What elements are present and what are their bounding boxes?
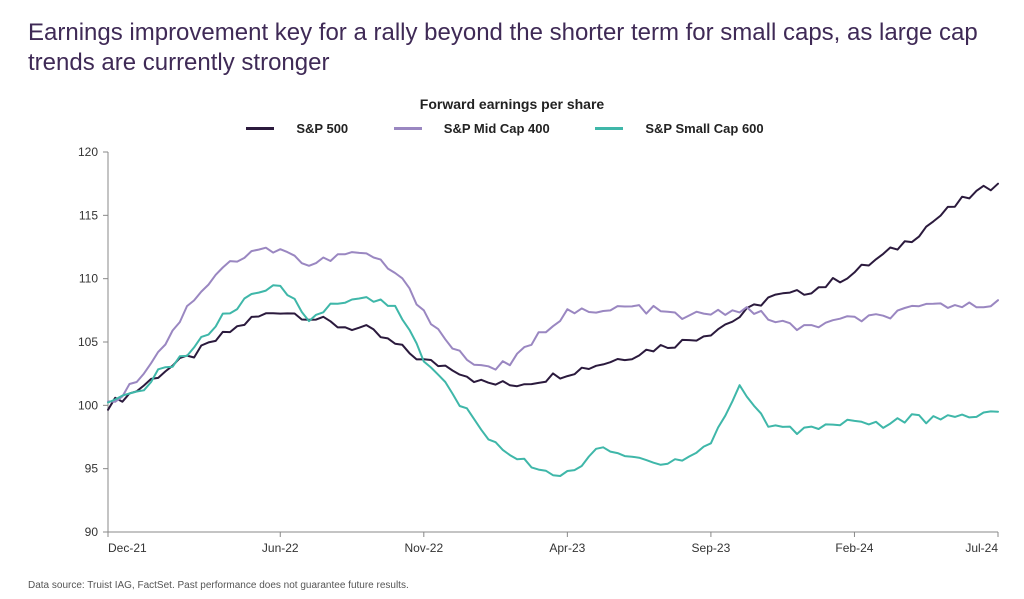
svg-text:Jul-24: Jul-24 bbox=[965, 541, 998, 555]
svg-text:Sep-23: Sep-23 bbox=[692, 541, 731, 555]
svg-text:Feb-24: Feb-24 bbox=[835, 541, 873, 555]
chart-area: 90 95 100 105 110 115 120 Dec-21 Jun-22 Nov-22 Apr… bbox=[68, 142, 1008, 562]
page-title: Earnings improvement key for a rally bey… bbox=[28, 18, 996, 78]
legend-label: S&P Small Cap 600 bbox=[645, 121, 763, 136]
svg-text:95: 95 bbox=[85, 462, 99, 476]
chart-legend: S&P 500 S&P Mid Cap 400 S&P Small Cap 60… bbox=[28, 118, 996, 136]
svg-text:Nov-22: Nov-22 bbox=[404, 541, 443, 555]
legend-swatch bbox=[246, 127, 274, 130]
svg-text:90: 90 bbox=[85, 525, 99, 539]
svg-text:105: 105 bbox=[78, 335, 98, 349]
svg-text:100: 100 bbox=[78, 398, 98, 412]
svg-text:Apr-23: Apr-23 bbox=[549, 541, 585, 555]
line-chart: 90 95 100 105 110 115 120 Dec-21 Jun-22 Nov-22 Apr… bbox=[68, 142, 1008, 562]
legend-swatch bbox=[394, 127, 422, 130]
svg-text:110: 110 bbox=[79, 272, 98, 286]
legend-label: S&P Mid Cap 400 bbox=[444, 121, 550, 136]
chart-title: Forward earnings per share bbox=[28, 96, 996, 112]
legend-swatch bbox=[595, 127, 623, 130]
svg-text:Dec-21: Dec-21 bbox=[108, 541, 147, 555]
svg-text:120: 120 bbox=[78, 145, 98, 159]
chart-footnote: Data source: Truist IAG, FactSet. Past p… bbox=[28, 580, 996, 591]
legend-label: S&P 500 bbox=[296, 121, 348, 136]
legend-item-midcap: S&P Mid Cap 400 bbox=[394, 121, 564, 136]
legend-item-smallcap: S&P Small Cap 600 bbox=[595, 121, 777, 136]
svg-text:115: 115 bbox=[79, 208, 98, 222]
svg-text:Jun-22: Jun-22 bbox=[262, 541, 299, 555]
legend-item-sp500: S&P 500 bbox=[246, 121, 362, 136]
